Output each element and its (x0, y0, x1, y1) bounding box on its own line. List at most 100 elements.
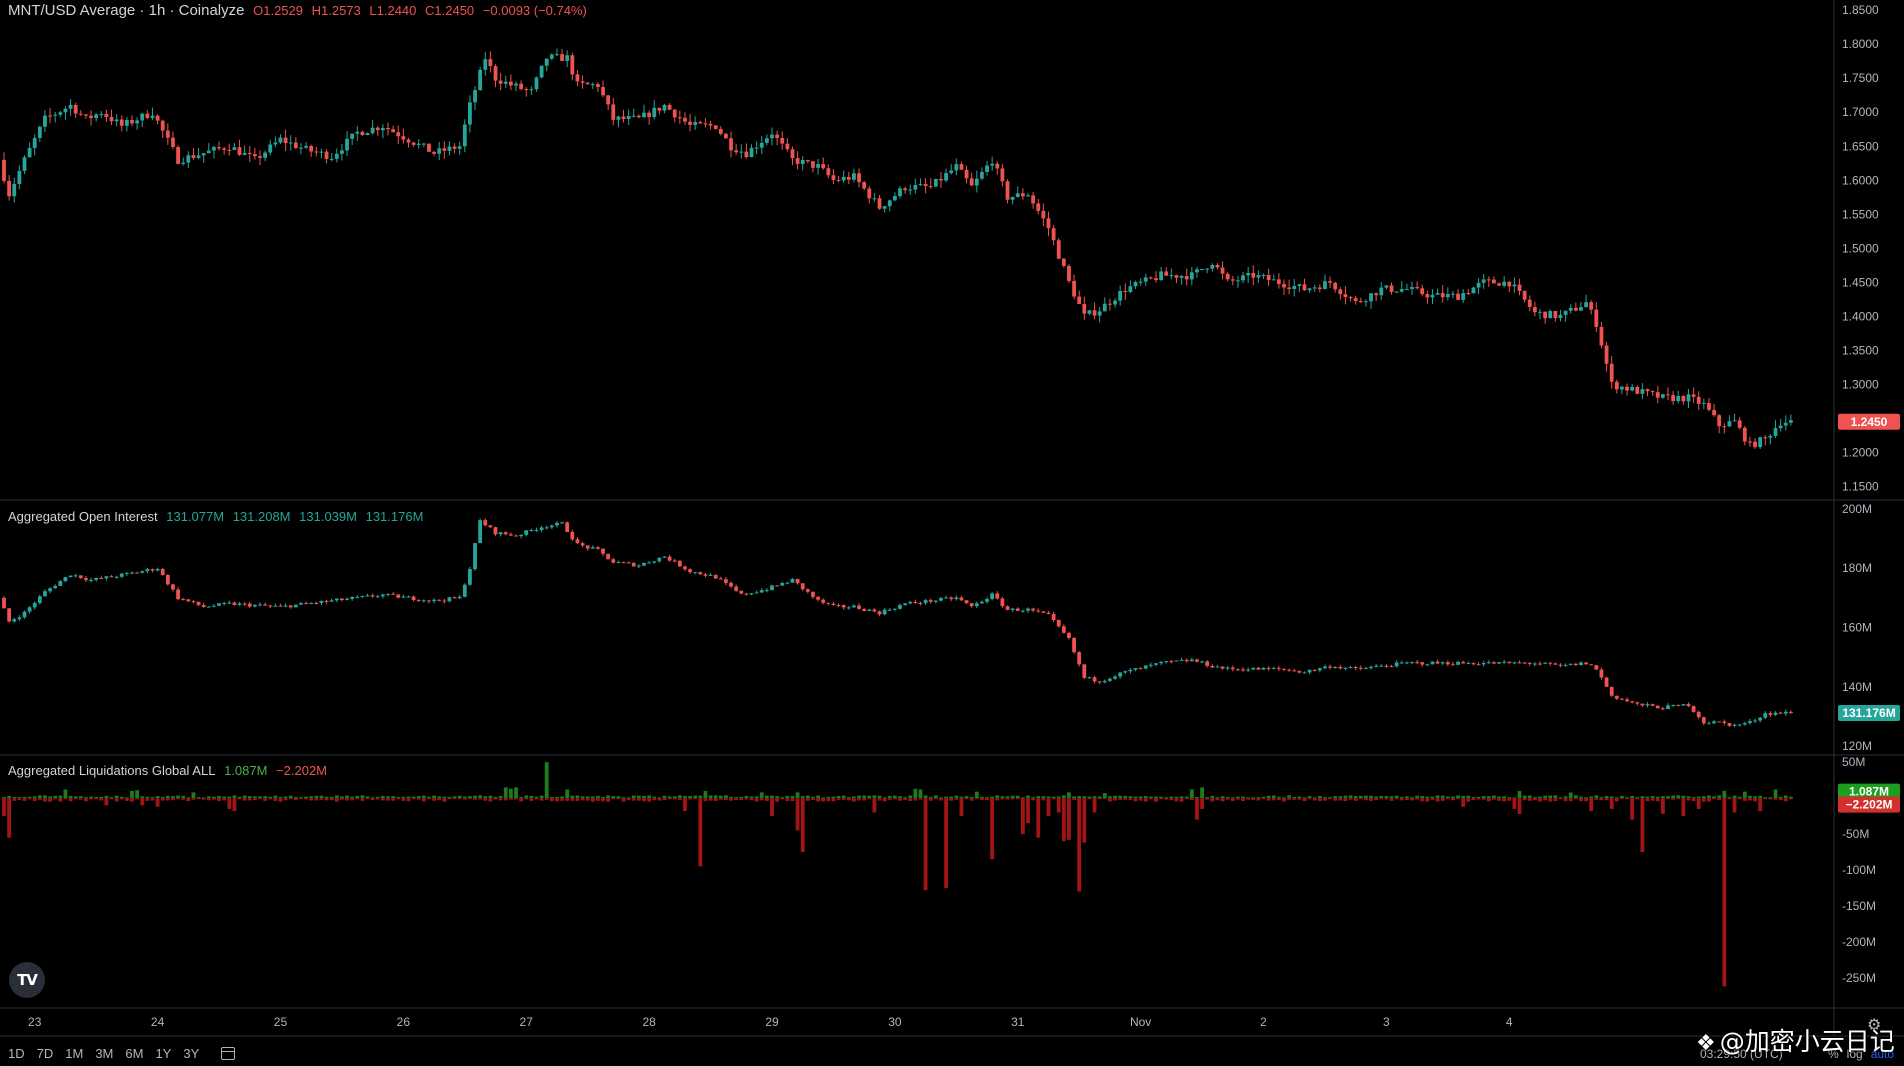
oi-body (508, 534, 513, 536)
price-body (452, 146, 457, 149)
log-scale-toggle[interactable]: log (1846, 1047, 1863, 1061)
oi-body (1717, 721, 1722, 723)
price-candle (1010, 196, 1015, 205)
price-candle (181, 157, 186, 166)
price-candle (677, 110, 682, 124)
price-body (836, 179, 841, 181)
price-body (1312, 287, 1317, 289)
oi-body (1292, 670, 1297, 672)
calendar-icon[interactable] (220, 1047, 235, 1060)
oi-title[interactable]: Aggregated Open Interest (8, 509, 158, 524)
oi-body (585, 545, 590, 549)
liq-short-bar (1517, 798, 1522, 814)
liq-long-bar (887, 795, 892, 799)
timeframe-7d[interactable]: 7D (36, 1046, 54, 1061)
liq-short-bar (534, 798, 539, 800)
price-body (145, 113, 150, 118)
price-candle (304, 142, 308, 150)
liq-short-bar (1768, 798, 1773, 800)
timeframe-1m[interactable]: 1M (65, 1046, 84, 1061)
tradingview-logo[interactable]: TV (9, 962, 45, 998)
price-candle (1246, 266, 1251, 283)
liq-short-bar (1773, 798, 1778, 800)
price-body (596, 84, 600, 88)
liq-short-bar (1748, 798, 1752, 801)
price-candle (1420, 284, 1425, 297)
price-body (1051, 228, 1056, 241)
liq-short-bar (1404, 798, 1409, 801)
liquidations-pane[interactable] (2, 762, 1793, 987)
oi-candle (596, 546, 600, 550)
price-axis[interactable]: 1.85001.80001.75001.70001.65001.60001.55… (1838, 3, 1900, 985)
percent-scale-toggle[interactable]: % (1828, 1047, 1839, 1061)
oi-body (524, 530, 529, 535)
time-axis[interactable]: 23 24 25 26 27 28 29 30 31 Nov 2 3 4 (28, 1015, 1513, 1029)
timeframe-3y[interactable]: 3Y (183, 1046, 200, 1061)
timeframe-6m[interactable]: 6M (125, 1046, 144, 1061)
price-body (1384, 285, 1389, 288)
price-body (852, 173, 856, 180)
price-candle (898, 186, 902, 199)
liq-long-bar (1210, 795, 1215, 799)
price-body (1543, 311, 1548, 319)
price-body (176, 147, 180, 164)
price-candle (1568, 304, 1573, 314)
price-body (1143, 277, 1148, 282)
oi-body (1415, 662, 1420, 664)
liq-long-bar (995, 795, 1000, 799)
oi-body (724, 579, 728, 583)
oi-body (380, 594, 385, 597)
oi-candle (1312, 669, 1317, 672)
open-interest-pane[interactable] (2, 518, 1793, 728)
liq-short-bar (150, 798, 155, 801)
liq-short-bar (1205, 798, 1210, 800)
oi-body (1246, 669, 1251, 671)
oi-candle (1256, 667, 1261, 670)
settings-gear-icon[interactable]: ⚙ (1867, 1017, 1882, 1034)
timeframe-1y[interactable]: 1Y (155, 1046, 172, 1061)
oi-body (258, 604, 262, 606)
price-candle (217, 141, 221, 151)
oi-body (242, 603, 247, 605)
liq-tick-label: -200M (1842, 935, 1876, 949)
price-candle (94, 113, 99, 122)
utc-clock[interactable]: 03:29:50 (UTC) (1700, 1047, 1783, 1061)
oi-candle (2, 596, 6, 609)
oi-candle (724, 576, 728, 586)
auto-scale-toggle[interactable]: auto (1870, 1047, 1895, 1061)
oi-candle (314, 601, 319, 605)
oi-body (1138, 668, 1143, 670)
symbol-title[interactable]: MNT/USD Average · 1h · Coinalyze (8, 2, 245, 19)
price-candle (642, 104, 646, 118)
oi-tick-label: 200M (1842, 502, 1872, 516)
price-candle (647, 110, 652, 125)
price-legend: MNT/USD Average · 1h · Coinalyze O1.2529… (8, 2, 592, 19)
oi-body (974, 603, 979, 607)
oi-candle (836, 603, 841, 608)
liq-long-bar (212, 796, 216, 799)
liq-long-bar (84, 797, 88, 799)
liq-long-bar (606, 795, 611, 799)
price-body (539, 65, 544, 78)
price-pane[interactable] (2, 48, 1793, 450)
timeframe-3m[interactable]: 3M (95, 1046, 114, 1061)
price-candle (406, 137, 411, 148)
liq-title[interactable]: Aggregated Liquidations Global ALL (8, 763, 216, 778)
oi-body (1266, 667, 1271, 669)
liq-short-bar (529, 798, 534, 801)
oi-body (1036, 610, 1041, 612)
price-candle (1087, 309, 1092, 316)
oi-body (1323, 666, 1327, 669)
liq-long-bar (1092, 796, 1097, 799)
liq-long-bar (319, 795, 324, 799)
oi-candle (601, 548, 605, 557)
timeframe-1d[interactable]: 1D (8, 1046, 25, 1061)
liq-short-bar (852, 798, 856, 802)
price-candle (508, 74, 513, 91)
oi-candle (1630, 700, 1635, 704)
oi-body (1778, 712, 1783, 714)
liq-short-bar (1763, 798, 1768, 800)
liq-long-bar (222, 796, 227, 799)
price-body (304, 146, 308, 148)
